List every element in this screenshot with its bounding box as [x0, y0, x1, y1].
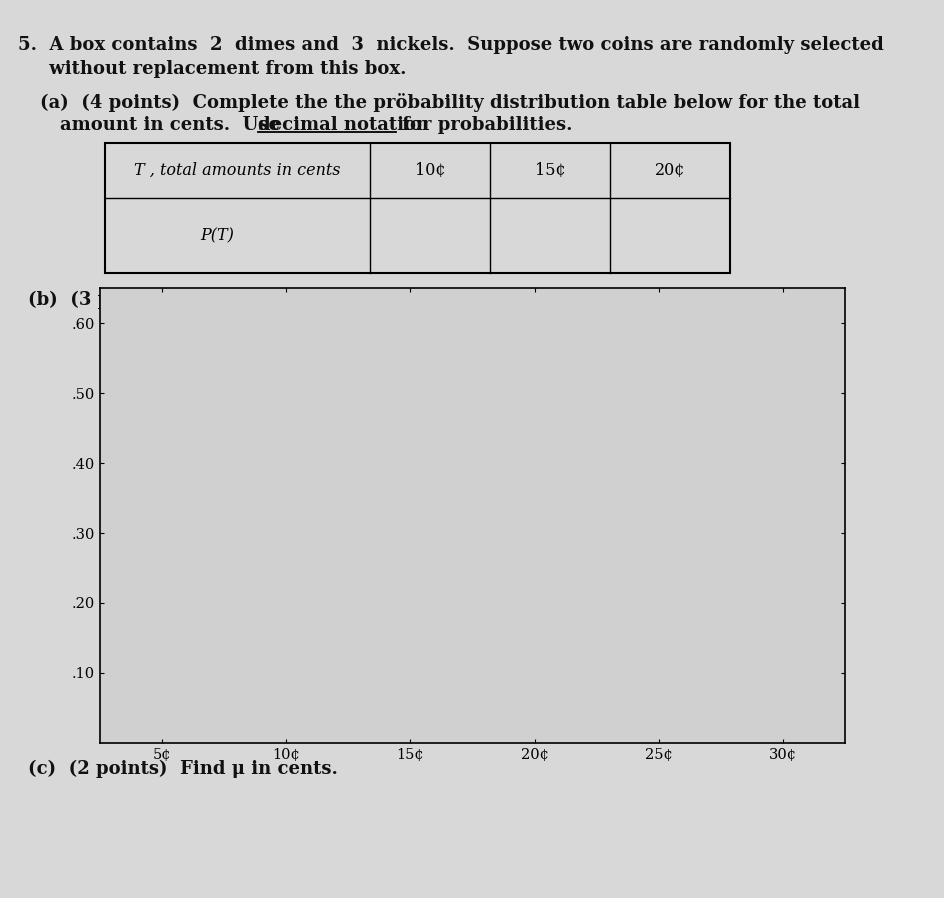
Text: 15¢: 15¢ — [534, 162, 565, 179]
Text: 5.  A box contains  2  dimes and  3  nickels.  Suppose two coins are randomly se: 5. A box contains 2 dimes and 3 nickels.… — [18, 36, 884, 54]
Text: T , total amounts in cents: T , total amounts in cents — [134, 162, 341, 179]
Text: (b)  (3 points)  Graph the probability distribution histogram.: (b) (3 points) Graph the probability dis… — [28, 291, 642, 309]
Text: for probabilities.: for probabilities. — [396, 116, 572, 134]
Text: decimal notation: decimal notation — [258, 116, 430, 134]
Bar — [105, 143, 730, 273]
Text: 20¢: 20¢ — [655, 162, 685, 179]
Text: 10¢: 10¢ — [414, 162, 446, 179]
Text: (a)  (4 points)  Complete the the pröbability distribution table below for the t: (a) (4 points) Complete the the pröbabil… — [40, 93, 860, 112]
Text: without replacement from this box.: without replacement from this box. — [18, 60, 407, 78]
Text: amount in cents.  Use: amount in cents. Use — [60, 116, 286, 134]
Text: P(T): P(T) — [200, 227, 234, 244]
Text: (c)  (2 points)  Find μ in cents.: (c) (2 points) Find μ in cents. — [28, 760, 338, 779]
